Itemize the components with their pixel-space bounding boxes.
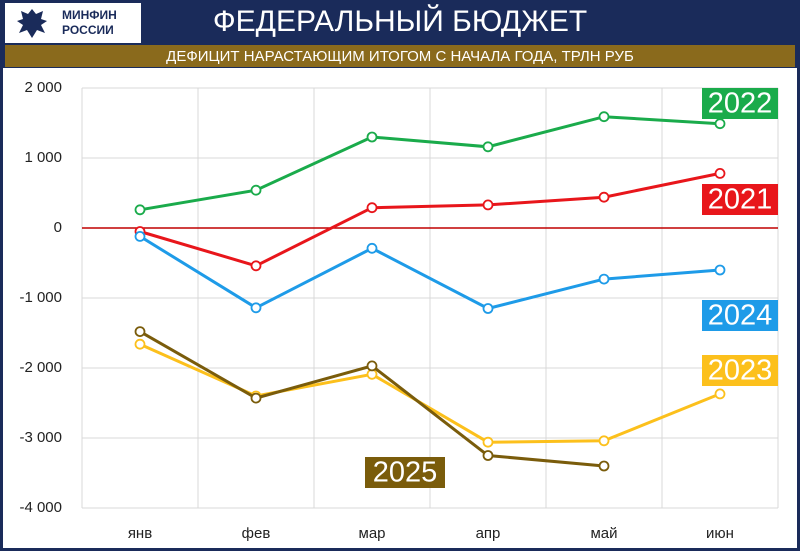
chart-subtitle: ДЕФИЦИТ НАРАСТАЮЩИМ ИТОГОМ С НАЧАЛА ГОДА… — [166, 48, 634, 65]
data-point — [714, 264, 726, 276]
y-tick-label: 0 — [54, 219, 62, 236]
logo-text: РОССИИ — [62, 23, 114, 37]
legend-box — [702, 300, 778, 331]
legend-box — [365, 457, 445, 488]
data-point — [598, 273, 610, 285]
legend-label: 2021 — [708, 184, 773, 216]
y-tick-label: -3 000 — [19, 429, 62, 446]
data-point — [482, 141, 494, 153]
legend-box — [702, 355, 778, 386]
x-tick-label: апр — [476, 525, 501, 542]
data-point — [134, 230, 146, 242]
legend-label: 2025 — [373, 457, 438, 489]
data-point — [250, 184, 262, 196]
series-line — [139, 171, 721, 268]
x-tick-label: мар — [359, 525, 386, 542]
legend-label: 2022 — [708, 88, 773, 120]
data-point — [482, 199, 494, 211]
data-point — [482, 303, 494, 314]
data-point — [598, 435, 610, 447]
data-point — [482, 436, 494, 448]
data-point — [250, 302, 262, 314]
data-point — [714, 167, 726, 179]
data-point — [134, 326, 146, 338]
x-tick-label: фев — [242, 525, 271, 542]
data-point — [714, 388, 726, 400]
subtitle-bar — [5, 45, 795, 67]
data-point — [134, 204, 146, 216]
x-tick-label: май — [590, 525, 617, 542]
legend-box — [702, 88, 778, 119]
data-point — [482, 450, 494, 461]
y-tick-label: -1 000 — [19, 289, 62, 306]
x-tick-label: янв — [128, 525, 152, 542]
data-point — [714, 118, 726, 130]
data-point — [366, 242, 378, 254]
data-point — [134, 338, 146, 350]
legend-box — [702, 184, 778, 215]
chart-title: ФЕДЕРАЛЬНЫЙ БЮДЖЕТ — [213, 4, 587, 38]
logo-text: МИНФИН — [62, 8, 117, 22]
y-tick-label: 1 000 — [24, 149, 62, 166]
data-point — [366, 131, 378, 143]
data-point — [366, 202, 378, 214]
data-point — [598, 191, 610, 203]
legend-label: 2024 — [708, 300, 773, 332]
logo-emblem — [17, 9, 47, 38]
y-tick-label: 2 000 — [24, 79, 62, 96]
series-line — [139, 235, 721, 311]
y-tick-label: -4 000 — [19, 499, 62, 516]
data-point — [250, 260, 262, 272]
legend-label: 2023 — [708, 355, 773, 387]
data-point — [250, 392, 262, 404]
series-line — [139, 115, 721, 212]
y-tick-label: -2 000 — [19, 359, 62, 376]
data-point — [366, 360, 378, 372]
data-point — [598, 460, 610, 472]
x-tick-label: июн — [706, 525, 734, 542]
data-point — [598, 111, 610, 123]
